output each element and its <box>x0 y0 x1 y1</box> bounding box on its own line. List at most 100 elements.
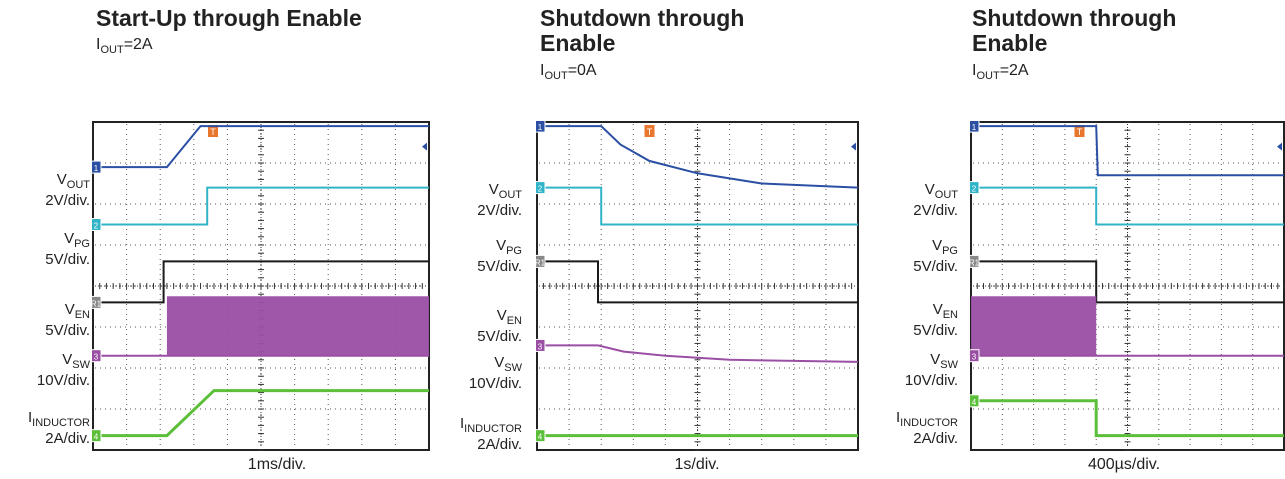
panel-title: Shutdown through Enable <box>540 5 745 56</box>
ven-label: VEN 5V/div. <box>45 301 90 339</box>
trace-vpg <box>537 186 858 226</box>
vpg-label: VPG 5V/div. <box>913 237 958 275</box>
channel-marker-iinductor: 4 <box>970 394 980 408</box>
channel-marker-box <box>536 429 546 443</box>
vout-label: VOUT 2V/div. <box>45 171 90 209</box>
condition-main: I <box>972 62 977 79</box>
trace-iinductor <box>93 389 429 438</box>
condition-sub: OUT <box>100 44 124 56</box>
vpg-label: VPG 5V/div. <box>45 230 90 268</box>
channel-marker-box <box>970 254 980 268</box>
channel-marker-vpg: 2 <box>92 218 102 231</box>
channel-marker-label: 1 <box>972 123 977 132</box>
channel-marker-ven: R1 <box>970 254 980 268</box>
channel-marker-box <box>536 181 546 195</box>
channel-marker-label: 2 <box>972 185 977 194</box>
vout-label: VOUT 2V/div. <box>477 181 522 219</box>
reference-level-marker <box>851 142 856 151</box>
channel-marker-label: 3 <box>94 353 99 362</box>
channel-marker-box <box>970 394 980 408</box>
trace-vout <box>971 125 1284 177</box>
panel-condition: IOUT=2A <box>96 36 153 56</box>
panel-condition: IOUT=2A <box>972 62 1029 82</box>
trigger-label: T <box>1077 127 1083 137</box>
time-per-div: 1ms/div. <box>247 456 307 473</box>
trace-iinductor <box>971 399 1284 438</box>
channel-marker-vsw: 3 <box>536 338 546 352</box>
channel-marker-vsw: 3 <box>970 349 980 363</box>
channel-marker-vsw: 3 <box>92 349 102 363</box>
channel-marker-box <box>92 429 102 443</box>
trigger-flag <box>644 125 655 137</box>
channel-marker-iinductor: 4 <box>536 429 546 443</box>
channel-marker-vout: 1 <box>92 160 102 174</box>
trace-ven <box>93 260 429 304</box>
channel-marker-label: 4 <box>94 433 99 442</box>
channel-marker-box <box>92 349 102 363</box>
trace-vout <box>537 125 859 189</box>
panel-title: Start-Up through Enable <box>96 5 362 31</box>
trace-vout <box>93 125 429 169</box>
reference-level-marker <box>422 142 427 151</box>
trigger-marker: T <box>1074 125 1085 137</box>
channel-marker-box <box>536 338 546 352</box>
trace-vpg <box>971 186 1284 226</box>
channel-marker-vout: 1 <box>536 121 546 133</box>
trace-vpg <box>93 186 429 226</box>
ven-label: VEN 5V/div. <box>477 307 522 345</box>
channel-marker-vpg: 2 <box>536 181 546 195</box>
channel-marker-ven: R1 <box>536 254 546 268</box>
ven-label: VEN 5V/div. <box>913 301 958 339</box>
vsw-switching-envelope <box>971 296 1097 356</box>
scope-screen: T 1 2 R1 3 4 <box>92 121 430 451</box>
channel-marker-label: 2 <box>94 222 99 231</box>
trigger-flag <box>1074 125 1085 137</box>
scope-screen: T 1 2 R1 3 4 <box>536 121 859 451</box>
scope-screen: T 1 2 R1 3 4 <box>970 121 1285 451</box>
channel-marker-label: 1 <box>538 123 543 132</box>
scope-panel-1: Start-Up through Enable IOUT=2A VOUT 2V/d… <box>0 0 430 479</box>
channel-marker-label: 3 <box>538 342 543 351</box>
trace-ven <box>971 260 1284 304</box>
channel-marker-label: 4 <box>538 433 543 442</box>
trigger-marker: T <box>208 125 218 137</box>
scope-panel-2: Shutdown through Enable IOUT=0A VOUT 2V/d… <box>432 0 862 479</box>
trigger-label: T <box>647 127 653 137</box>
channel-marker-label: R1 <box>92 299 102 308</box>
channel-marker-label: R1 <box>970 258 980 267</box>
channel-marker-label: 1 <box>94 164 99 173</box>
channel-marker-label: R1 <box>536 258 546 267</box>
condition-sub: OUT <box>544 70 568 82</box>
condition-sub: OUT <box>976 70 1000 82</box>
panel-condition: IOUT=0A <box>540 62 597 82</box>
condition-value: =2A <box>999 62 1029 79</box>
channel-marker-box <box>92 295 102 309</box>
channel-marker-box <box>536 121 546 133</box>
channel-marker-label: 4 <box>972 398 977 407</box>
trigger-marker: T <box>644 125 655 137</box>
panel-title: Shutdown through Enable <box>972 5 1177 56</box>
iinductor-label: IINDUCTOR 2A/div. <box>27 409 90 447</box>
channel-marker-ven: R1 <box>92 295 102 309</box>
channel-marker-vpg: 2 <box>970 181 980 195</box>
trace-ven <box>537 260 858 304</box>
channel-marker-box <box>536 254 546 268</box>
condition-main: I <box>96 36 101 53</box>
channel-marker-iinductor: 4 <box>92 429 102 443</box>
trigger-label: T <box>210 127 216 137</box>
vsw-switching-envelope <box>166 296 430 356</box>
channel-marker-label: 2 <box>538 185 543 194</box>
condition-main: I <box>540 62 545 79</box>
channel-marker-label: 3 <box>972 353 977 362</box>
vsw-label: VSW 10V/div. <box>36 351 90 389</box>
time-per-div: 1s/div. <box>674 456 720 473</box>
iinductor-label: IINDUCTOR 2A/div. <box>459 415 522 453</box>
condition-value: =0A <box>567 62 597 79</box>
scope-panel-3: Shutdown through Enable IOUT=2A VOUT 2V/d… <box>862 0 1285 479</box>
time-per-div: 400µs/div. <box>1087 456 1161 473</box>
channel-marker-box <box>970 121 980 133</box>
channel-marker-box <box>970 181 980 195</box>
channel-marker-box <box>970 349 980 363</box>
trigger-flag <box>208 125 218 137</box>
vsw-label: VSW 10V/div. <box>904 351 958 389</box>
